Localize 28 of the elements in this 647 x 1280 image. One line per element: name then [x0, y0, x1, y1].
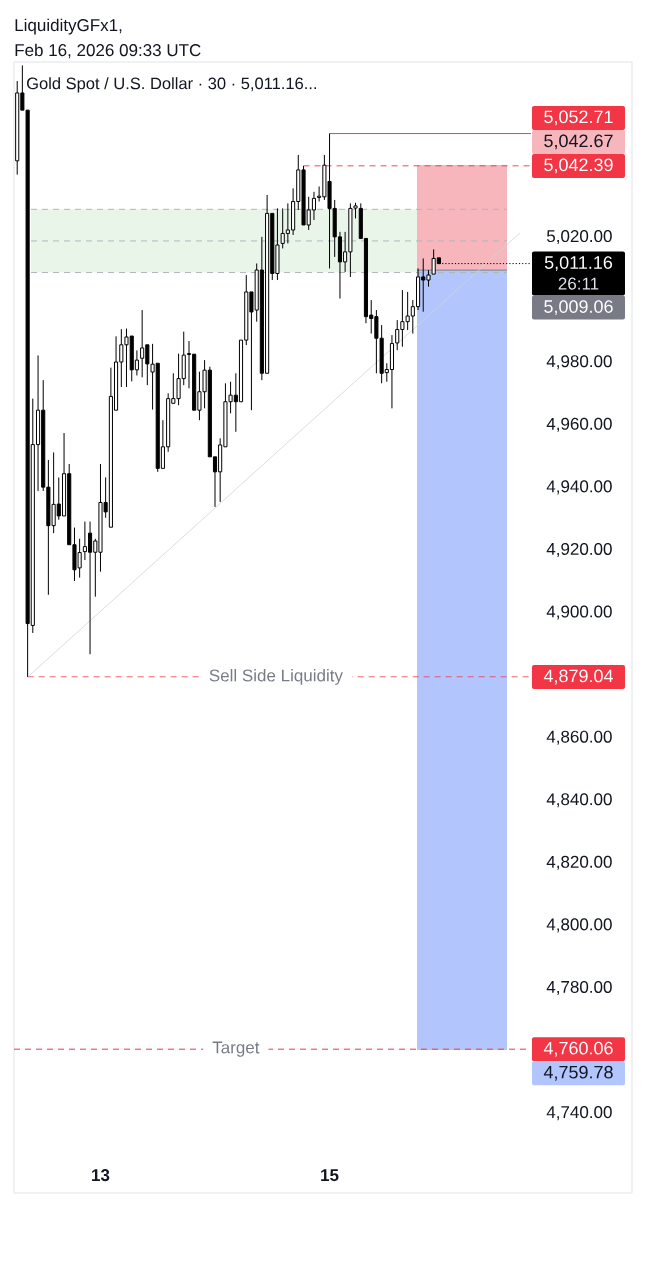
y-tick-label: 4,900.00 [546, 605, 612, 620]
y-tick-label: 4,740.00 [546, 1106, 612, 1121]
annotation: Sell Side Liquidity [209, 669, 343, 685]
ref-line-label: 5,009.06 [544, 300, 613, 316]
y-tick-label: 4,800.00 [546, 918, 612, 933]
y-tick-label: 4,860.00 [546, 730, 612, 745]
band-label: 4,759.78 [543, 1065, 613, 1081]
text: 26:11 [558, 277, 599, 290]
ref-line-label: 5,052.71 [544, 110, 613, 126]
annotation: Target [212, 1041, 260, 1057]
text: Feb 16, 2026 09:33 UTC [15, 43, 201, 59]
ref-line-label: 5,042.39 [544, 158, 613, 174]
ref-line-label: 4,760.06 [543, 1041, 613, 1057]
y-tick-label: 4,940.00 [546, 480, 612, 495]
y-tick-label: 4,960.00 [546, 417, 612, 432]
y-tick-label: 4,920.00 [546, 542, 612, 557]
x-tick-label: 13 [92, 1169, 110, 1182]
x-tick-label: 15 [321, 1169, 339, 1182]
y-tick-label: 4,780.00 [546, 980, 612, 995]
text: LiquidityGFx1, [15, 18, 122, 35]
ref-line-label: 5,011.16 [544, 256, 613, 272]
y-tick-label: 5,020.00 [546, 230, 612, 245]
ref-line-label: 4,879.04 [543, 669, 613, 685]
y-tick-label: 4,820.00 [546, 855, 612, 870]
y-tick-label: 4,980.00 [546, 355, 612, 370]
band-label: 5,042.67 [544, 134, 613, 150]
y-tick-label: 4,840.00 [546, 793, 612, 808]
text: Gold Spot / U.S. Dollar · 30 · 5,011.16... [27, 77, 316, 93]
